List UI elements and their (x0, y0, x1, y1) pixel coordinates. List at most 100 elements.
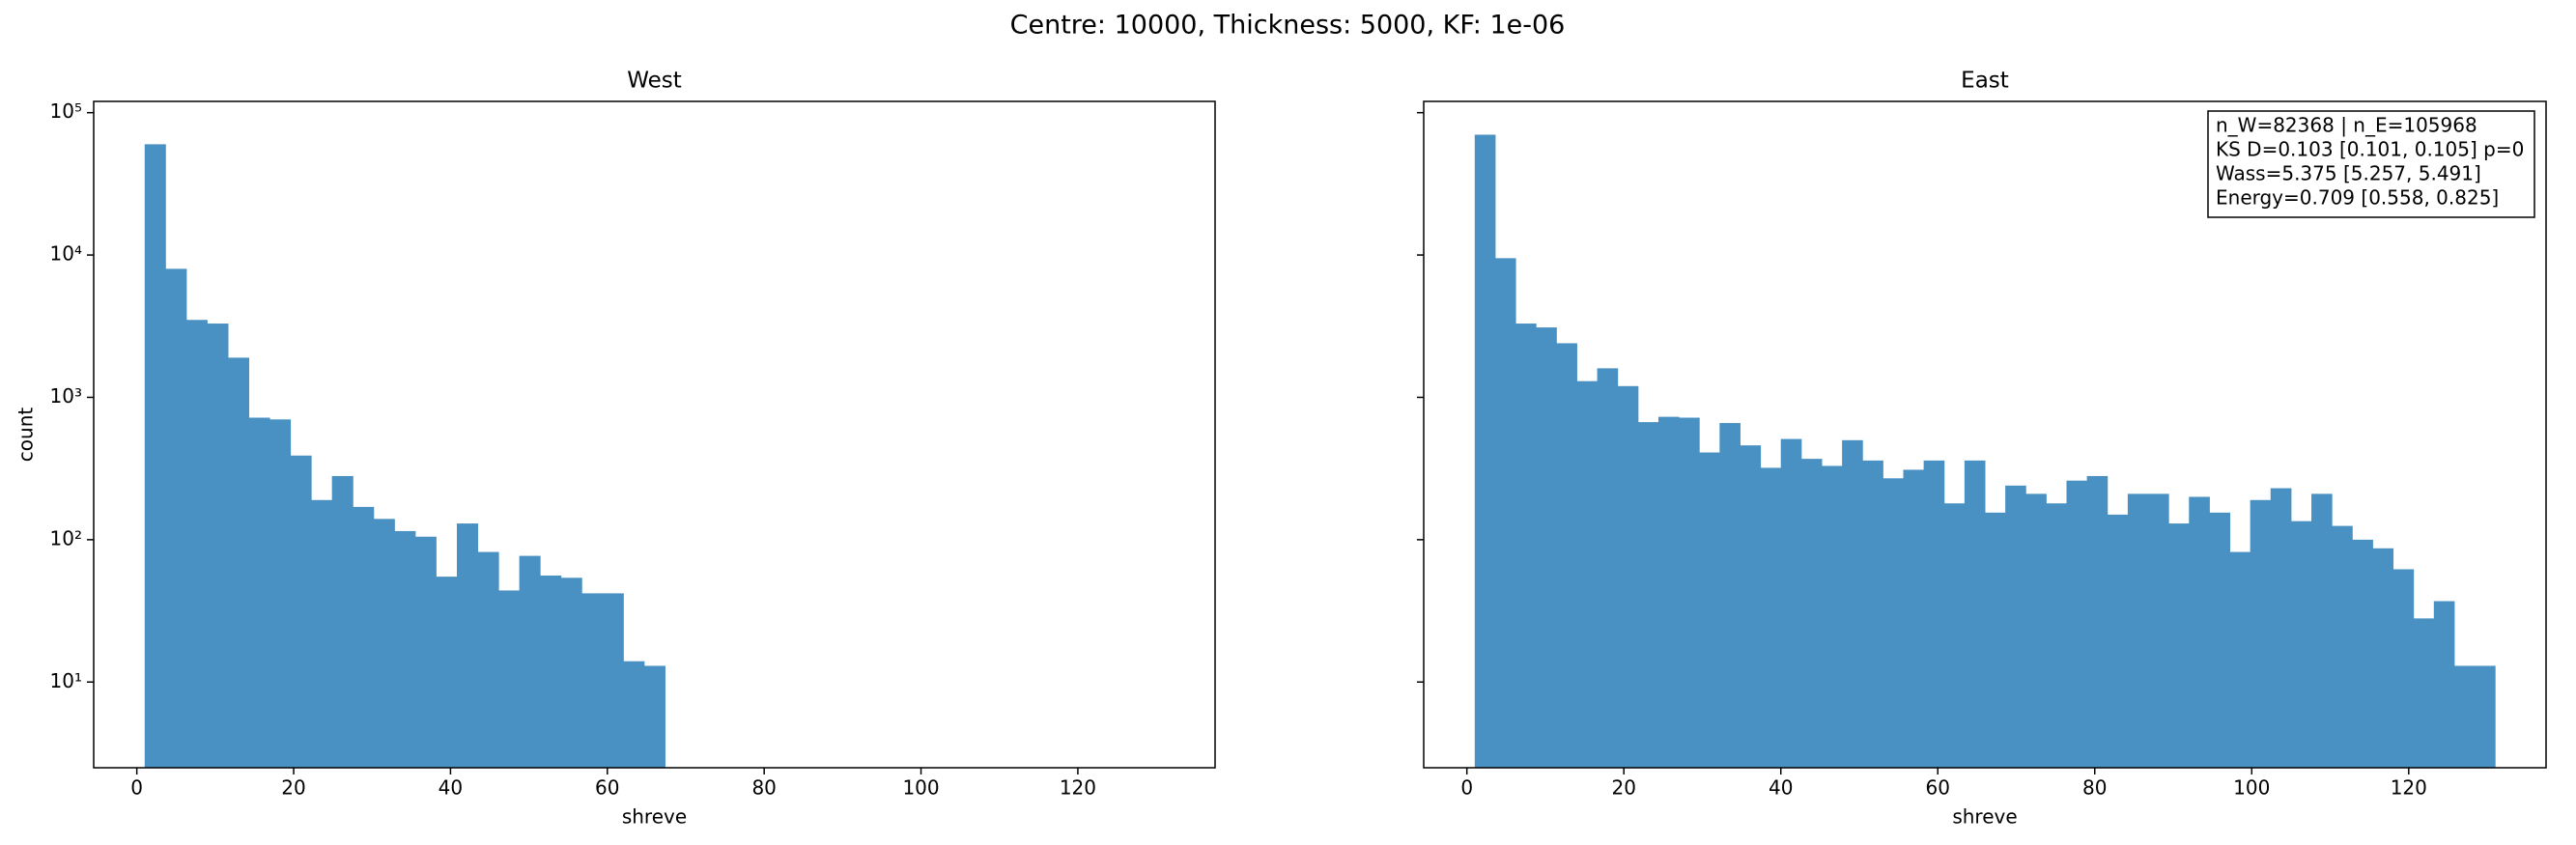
axes-title: East (1961, 69, 2009, 94)
bar (1536, 327, 1557, 768)
y-tick-label: 10⁴ (50, 242, 82, 266)
bar (1556, 343, 1577, 768)
bar (2127, 493, 2149, 768)
annotation-line: Wass=5.375 [5.257, 5.491] (2216, 162, 2481, 185)
bar (1842, 439, 1863, 768)
bar (2433, 601, 2455, 768)
bar (1617, 385, 1639, 768)
x-tick-label: 60 (1926, 776, 1950, 800)
bar (1903, 469, 1925, 768)
bar (2168, 523, 2190, 768)
y-tick-label: 10³ (50, 384, 82, 408)
x-tick-label: 80 (2082, 776, 2107, 800)
bar (2392, 569, 2415, 768)
bar (1821, 465, 1843, 768)
bar (227, 357, 250, 768)
bar (2290, 521, 2312, 768)
x-tick-label: 120 (1060, 776, 1096, 800)
x-axis-label: shreve (1952, 805, 2017, 829)
x-tick-label: 40 (1769, 776, 1793, 800)
y-tick-label: 10² (50, 526, 82, 549)
bar (2005, 485, 2026, 768)
x-tick-label: 60 (595, 776, 619, 800)
bar (602, 593, 624, 768)
bar (2107, 514, 2129, 768)
bar (394, 530, 416, 768)
bar (1576, 380, 1599, 768)
bar (290, 455, 312, 768)
x-tick-label: 40 (439, 776, 463, 800)
bar (2250, 499, 2272, 768)
bar (2332, 525, 2353, 768)
bar (2311, 493, 2333, 768)
bar (414, 536, 437, 768)
bar (1985, 512, 2006, 768)
y-axis-label: count (14, 408, 38, 463)
x-tick-label: 20 (281, 776, 305, 800)
bar (248, 417, 270, 768)
bar (1597, 368, 1619, 768)
annotation-line: Energy=0.709 [0.558, 0.825] (2216, 186, 2499, 210)
bar (2475, 665, 2496, 768)
bar (623, 661, 645, 768)
axes-title: West (627, 69, 682, 94)
bar (1760, 467, 1782, 768)
bar (1862, 460, 1883, 768)
plot-area (144, 144, 665, 768)
bar (1699, 452, 1720, 768)
x-tick-label: 120 (2391, 776, 2427, 800)
bar (2372, 548, 2394, 768)
bar (311, 499, 333, 768)
bar (436, 577, 458, 768)
bar (1474, 134, 1496, 768)
bar (373, 519, 395, 768)
annotation-line: KS D=0.103 [0.101, 0.105] p=0 (2216, 138, 2524, 161)
bar (2352, 539, 2373, 768)
bar (1964, 460, 1986, 768)
bar (498, 590, 521, 768)
bar (2453, 665, 2476, 768)
bar (2189, 496, 2210, 768)
annotation-box (2207, 110, 2535, 218)
bar (2413, 618, 2435, 768)
bar (456, 523, 479, 768)
bar (1943, 503, 1966, 768)
annotation-line: n_W=82368 | n_E=105968 (2216, 114, 2477, 137)
y-tick-label: 10¹ (50, 669, 82, 692)
bar (540, 575, 562, 768)
bar (2148, 493, 2169, 768)
bar (1637, 422, 1659, 768)
x-tick-label: 20 (1611, 776, 1635, 800)
bar (2270, 488, 2292, 768)
bar (1800, 459, 1823, 768)
bar (1515, 324, 1537, 768)
x-tick-label: 0 (130, 776, 143, 800)
bar (1780, 438, 1802, 768)
bar (581, 593, 604, 768)
figure-title: Centre: 10000, Thickness: 5000, KF: 1e-0… (1010, 11, 1566, 41)
bar (519, 555, 541, 768)
bar (1923, 460, 1945, 768)
x-tick-label: 100 (2233, 776, 2270, 800)
bar (643, 665, 665, 768)
axes-frame (93, 100, 1216, 769)
bar (165, 268, 187, 768)
bar (2025, 493, 2047, 768)
bar (269, 419, 292, 768)
x-tick-label: 100 (902, 776, 939, 800)
bar (207, 324, 229, 768)
bar (1740, 445, 1762, 768)
bar (331, 475, 354, 768)
bar (2086, 475, 2109, 768)
bar (185, 320, 208, 768)
bar (144, 144, 166, 768)
x-tick-label: 80 (751, 776, 776, 800)
bar (2229, 551, 2251, 768)
bar (1719, 423, 1741, 768)
bar (2066, 480, 2088, 768)
bar (1657, 416, 1680, 768)
bar (1679, 417, 1700, 768)
axes-frame (1423, 100, 2547, 769)
bar (353, 506, 375, 768)
